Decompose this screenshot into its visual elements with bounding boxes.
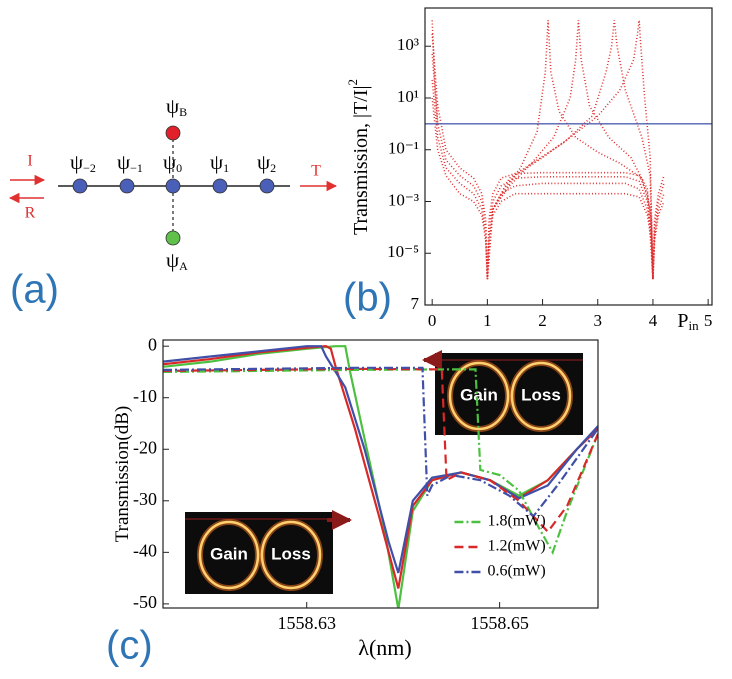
node-label: ψ0	[163, 150, 182, 175]
x-tick-label: 3	[594, 311, 603, 330]
inset-label: Loss	[271, 544, 311, 563]
x-axis-label: Pin	[677, 310, 699, 333]
data-line	[492, 20, 654, 280]
y-tick-label: -20	[133, 437, 157, 457]
data-line	[163, 366, 598, 518]
y-axis-label: Transmission(dB)	[112, 406, 133, 543]
y-tick-label: 10⁻³	[388, 190, 419, 209]
node-label: ψ1	[210, 150, 229, 175]
node-index: B	[179, 105, 187, 119]
node-symbol: ψ	[166, 248, 179, 272]
node	[259, 178, 275, 194]
y-tick-label: -40	[133, 540, 157, 560]
y-axis-label-text: Transmission, |T/I|	[350, 85, 372, 235]
node-index: 0	[176, 161, 182, 175]
plot-frame	[424, 7, 713, 306]
data-line	[163, 345, 598, 608]
inset-label: Gain	[460, 385, 498, 404]
node-b-label: ψB	[166, 94, 187, 119]
y-tick-label: 10¹	[397, 87, 419, 106]
data-line	[431, 97, 665, 280]
node-a-label: ψA	[166, 248, 188, 273]
diagram: I R T ψB ψA	[8, 94, 338, 273]
y-axis-label: Transmission, |T/I|2	[345, 79, 372, 235]
y-tick-label: 7	[411, 294, 420, 313]
x-tick-label: 1	[483, 311, 492, 330]
legend-label: 1.8(mW)	[487, 513, 545, 530]
y-tick-label: -50	[133, 592, 157, 612]
x-tick-label: 1558.65	[470, 613, 529, 633]
y-tick-label: 10⁻⁵	[387, 242, 419, 261]
node-a	[165, 230, 181, 246]
ring	[510, 361, 572, 431]
x-tick-label: 5	[704, 311, 713, 330]
data-line	[431, 53, 665, 280]
inset-label: Loss	[521, 385, 561, 404]
node	[165, 178, 181, 194]
input-label: I	[27, 153, 32, 170]
legend-label: 1.2(mW)	[487, 538, 545, 555]
data-line	[431, 20, 439, 124]
data-line	[486, 20, 654, 280]
inset-label: Gain	[210, 544, 248, 563]
node-symbol: ψ	[117, 150, 130, 174]
y-tick-label: 10⁻¹	[388, 139, 419, 158]
transmission-label: T	[311, 163, 321, 180]
x-axis-label-sub: in	[689, 318, 700, 333]
y-axis-label-sup: 2	[345, 79, 360, 86]
data-line	[431, 79, 665, 280]
node-label: ψ−2	[70, 150, 96, 175]
node-index: −2	[83, 161, 96, 175]
reflection-label: R	[25, 205, 36, 222]
ring	[448, 361, 510, 431]
panel-label: (c)	[106, 624, 153, 668]
node	[212, 178, 228, 194]
plot-frame	[162, 339, 599, 609]
x-tick-label: 0	[428, 311, 437, 330]
node-symbol: ψ	[257, 150, 270, 174]
x-tick-label: 1558.63	[277, 613, 336, 633]
node-index: A	[179, 259, 188, 273]
legend-label: 0.6(mW)	[487, 563, 545, 580]
ring	[198, 520, 260, 590]
data-line	[163, 345, 598, 574]
data-line	[486, 20, 654, 280]
data-line	[492, 20, 654, 280]
data-line	[431, 33, 665, 280]
x-axis-label-text: λ(nm)	[358, 635, 411, 660]
y-axis-label-text: Transmission(dB)	[112, 406, 133, 543]
node-symbol: ψ	[163, 150, 176, 174]
panel-label: (b)	[343, 276, 392, 320]
x-axis-label-text: P	[677, 310, 688, 332]
node-index: 2	[270, 161, 276, 175]
ring	[260, 520, 322, 590]
node-index: −1	[130, 161, 143, 175]
node	[72, 178, 88, 194]
x-tick-label: 4	[649, 311, 658, 330]
node-b	[165, 125, 181, 141]
panel-label: (a)	[10, 268, 59, 312]
x-tick-label: 2	[538, 311, 547, 330]
x-axis-label: λ(nm)	[358, 635, 411, 660]
y-tick-label: 10³	[397, 35, 419, 54]
y-tick-label: 0	[148, 334, 157, 354]
node-symbol: ψ	[70, 150, 83, 174]
node	[119, 178, 135, 194]
node-symbol: ψ	[210, 150, 223, 174]
node-label: ψ2	[257, 150, 276, 175]
y-tick-label: -10	[133, 386, 157, 406]
node-index: 1	[223, 161, 229, 175]
node-label: ψ−1	[117, 150, 143, 175]
y-tick-label: -30	[133, 489, 157, 509]
node-symbol: ψ	[166, 94, 179, 118]
